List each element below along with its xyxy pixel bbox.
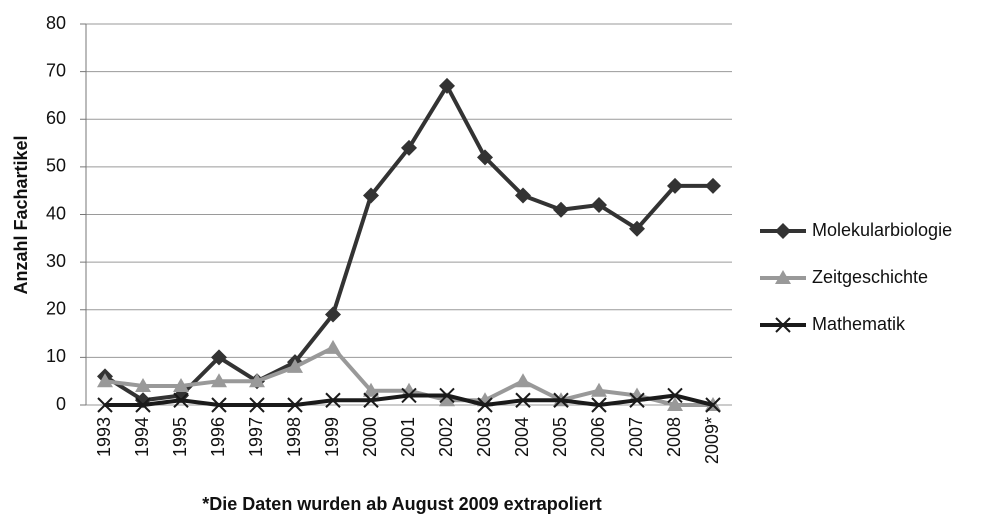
marker: [325, 306, 341, 323]
x-tick-label: 2005: [550, 417, 570, 457]
x-tick-label: 1993: [94, 417, 114, 457]
y-tick-label: 10: [46, 346, 66, 366]
legend-label: Molekularbiologie: [812, 220, 952, 240]
marker: [629, 392, 645, 408]
y-axis-label: Anzahl Fachartikel: [11, 135, 31, 294]
marker: [775, 317, 791, 333]
legend-label: Zeitgeschichte: [812, 267, 928, 287]
x-tick-label: 2004: [512, 417, 532, 457]
marker: [173, 377, 189, 392]
marker: [325, 339, 341, 354]
x-tick-label: 1994: [132, 417, 152, 457]
marker: [515, 187, 531, 204]
marker: [249, 373, 265, 388]
marker: [553, 201, 569, 218]
marker: [667, 177, 683, 194]
marker: [553, 392, 569, 408]
x-tick-label: 2008: [664, 417, 684, 457]
marker: [515, 373, 531, 388]
x-tick-label: 2007: [626, 417, 646, 457]
marker: [629, 220, 645, 237]
marker: [775, 223, 791, 239]
x-tick-label: 2003: [474, 417, 494, 457]
x-tick-label: 1997: [246, 417, 266, 457]
marker: [173, 392, 189, 408]
marker: [363, 382, 379, 397]
marker: [705, 397, 721, 413]
marker: [211, 397, 227, 413]
marker: [97, 397, 113, 413]
marker: [667, 397, 683, 411]
x-tick-label: 2006: [588, 417, 608, 457]
marker: [211, 373, 227, 388]
marker: [135, 377, 151, 392]
marker: [705, 177, 721, 194]
marker: [667, 387, 683, 404]
marker: [401, 139, 417, 156]
marker: [775, 270, 791, 284]
marker: [401, 387, 417, 404]
marker: [591, 196, 607, 213]
marker: [591, 397, 607, 413]
x-tick-label: 1996: [208, 417, 228, 457]
marker: [97, 373, 113, 388]
marker: [477, 397, 493, 413]
y-tick-label: 60: [46, 108, 66, 128]
x-tick-label: 1999: [322, 417, 342, 457]
x-tick-label: 2002: [436, 417, 456, 457]
marker: [325, 392, 341, 408]
note: *Die Daten wurden ab August 2009 extrapo…: [202, 494, 601, 514]
x-tick-label: 2000: [360, 417, 380, 457]
x-tick-label: 2009*: [702, 417, 722, 464]
marker: [477, 149, 493, 166]
x-tick-label: 1998: [284, 417, 304, 457]
y-tick-label: 70: [46, 60, 66, 80]
series-line: [105, 393, 714, 407]
x-tick-label: 1995: [170, 417, 190, 457]
y-tick-label: 50: [46, 156, 66, 176]
marker: [363, 392, 379, 408]
legend-label: Mathematik: [812, 314, 906, 334]
marker: [401, 382, 417, 397]
marker: [439, 77, 455, 94]
x-tick-label: 2001: [398, 417, 418, 457]
y-tick-label: 20: [46, 299, 66, 319]
series-line: [103, 83, 713, 403]
y-tick-label: 30: [46, 251, 66, 271]
marker: [135, 397, 151, 413]
marker: [439, 392, 455, 407]
marker: [249, 397, 265, 413]
y-tick-label: 40: [46, 203, 66, 223]
y-tick-label: 80: [46, 13, 66, 33]
marker: [439, 387, 455, 404]
marker: [363, 187, 379, 204]
marker: [287, 397, 303, 413]
marker: [515, 392, 531, 408]
marker: [287, 358, 303, 373]
y-tick-label: 0: [56, 394, 66, 414]
marker: [591, 382, 607, 397]
marker: [211, 349, 227, 366]
